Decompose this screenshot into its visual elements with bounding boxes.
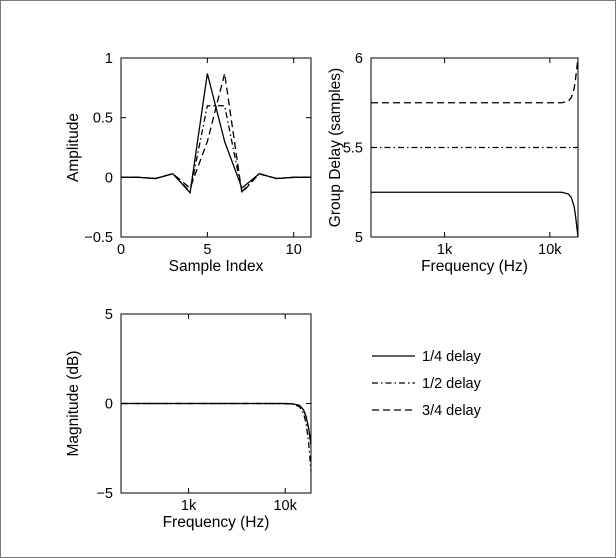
- magnitude-series-dashed: [121, 402, 311, 445]
- x-tick-label: 1k: [437, 242, 453, 258]
- magnitude-plot: 1k 10k −5 0 5 Frequency (Hz) Magnitude (dB): [65, 307, 312, 531]
- x-tick-label: 0: [117, 242, 125, 258]
- legend-label: 1/4 delay: [422, 349, 482, 365]
- impulse-series-solid: [121, 73, 311, 195]
- group-delay-series-dashed: [371, 58, 578, 104]
- legend-label: 3/4 delay: [422, 403, 482, 419]
- impulse-y-axis-label: Amplitude: [65, 113, 82, 182]
- y-tick-label: 6: [355, 51, 363, 67]
- magnitude-series-solid: [121, 402, 311, 445]
- x-tick-label: 10k: [273, 498, 297, 514]
- magnitude-y-axis-label: Magnitude (dB): [65, 351, 82, 457]
- group-delay-y-axis-label: Group Delay (samples): [327, 68, 344, 227]
- x-tick-label: 5: [203, 242, 211, 258]
- y-tick-label: 0: [105, 170, 113, 186]
- x-tick-label: 10: [286, 242, 302, 258]
- y-tick-label: 5.5: [343, 141, 363, 157]
- y-tick-label: 1: [105, 51, 113, 67]
- impulse-series-dashdot: [121, 105, 311, 193]
- group-delay-plot: 1k 10k 5 5.5 6 Frequency (Hz) Group Delay (sam…: [327, 51, 579, 275]
- magnitude-x-axis-label: Frequency (Hz): [163, 514, 270, 531]
- x-tick-label: 10k: [538, 242, 562, 258]
- y-tick-label: 5: [355, 230, 363, 246]
- y-tick-label: 0: [105, 397, 113, 413]
- y-tick-label: 0.5: [93, 111, 113, 127]
- group-delay-series-solid: [371, 191, 578, 237]
- x-tick-label: 1k: [181, 498, 197, 514]
- y-tick-label: −0.5: [84, 230, 113, 246]
- y-tick-label: 5: [105, 307, 113, 323]
- impulse-x-axis-label: Sample Index: [169, 258, 264, 275]
- y-tick-label: −5: [96, 486, 113, 502]
- legend: 1/4 delay 1/2 delay 3/4 delay: [372, 349, 482, 419]
- group-delay-x-axis-label: Frequency (Hz): [421, 258, 528, 275]
- magnitude-series-dashdot: [121, 402, 311, 472]
- impulse-series-dashed: [121, 73, 311, 195]
- impulse-axes-box: [120, 57, 312, 238]
- legend-label: 1/2 delay: [422, 376, 482, 392]
